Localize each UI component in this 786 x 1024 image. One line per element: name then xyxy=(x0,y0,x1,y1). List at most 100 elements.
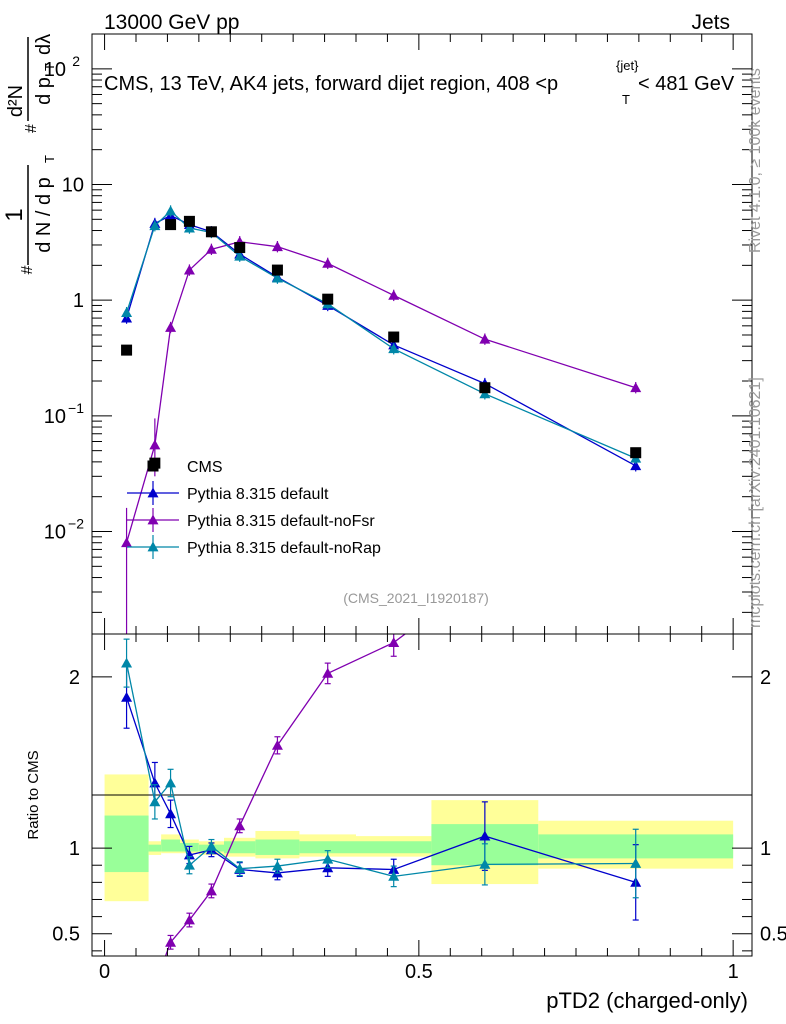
svg-text:#: # xyxy=(23,124,40,133)
y-tick-label: 10 xyxy=(44,59,66,81)
ratio-y-tick-label-right: 2 xyxy=(760,667,771,689)
series-cms-point xyxy=(121,344,133,356)
series-pythia-norap-ratio-point xyxy=(149,796,161,807)
ratio-y-tick-label: 0.5 xyxy=(52,924,80,946)
series-pythia-norap-ratio xyxy=(121,638,642,899)
series-cms-point xyxy=(322,293,334,305)
series-pythia-norap-ratio-point xyxy=(322,853,334,864)
plot-title: CMS, 13 TeV, AK4 jets, forward dijet reg… xyxy=(104,73,558,95)
y-tick-label: 10 xyxy=(62,174,84,196)
main-y-axis-label: # 1 d N / d p T # d²N d p T dλ xyxy=(1,34,57,275)
legend-label: Pythia 8.315 default-noFsr xyxy=(187,513,375,530)
series-cms-point xyxy=(234,242,246,254)
series-pythia-nofsr-point xyxy=(322,257,334,268)
ratio-plot-panel: 0 0.5 1 0.5 0.5 1 1 2 2 xyxy=(52,633,786,1020)
series-pythia-norap-point xyxy=(121,307,133,318)
legend-entry: Pythia 8.315 default-noRap xyxy=(127,535,381,559)
uncertainty-band-inner xyxy=(161,839,180,852)
x-tick-label: 0.5 xyxy=(405,961,433,983)
energy-label: 13000 GeV pp xyxy=(104,11,239,34)
series-pythia-norap-point xyxy=(234,250,246,261)
y-tick-label-exponent: −2 xyxy=(68,516,84,532)
series-pythia-norap-point xyxy=(165,205,177,216)
series-cms-point xyxy=(630,447,642,459)
legend-label: Pythia 8.315 default xyxy=(187,486,329,503)
svg-text:T: T xyxy=(42,155,57,163)
series-pythia-default-ratio-point xyxy=(165,808,177,819)
series-pythia-nofsr-point xyxy=(388,289,400,300)
series-pythia-nofsr-ratio-point xyxy=(322,667,334,678)
plot-title-main: CMS, 13 TeV, AK4 jets, forward dijet reg… xyxy=(104,73,558,95)
series-pythia-norap xyxy=(121,205,642,464)
legend-label: CMS xyxy=(187,459,223,476)
svg-text:d N / d p: d N / d p xyxy=(33,177,55,253)
series-pythia-nofsr-point xyxy=(183,264,195,275)
series-pythia-norap-point xyxy=(388,343,400,354)
x-tick-label: 1 xyxy=(728,961,739,983)
y-tick-label-exponent: −1 xyxy=(68,400,84,416)
series-cms-point xyxy=(183,215,195,227)
ratio-y-axis-label: Ratio to CMS xyxy=(25,750,42,839)
series-cms xyxy=(121,215,642,469)
plot-title-sub: T xyxy=(622,92,630,107)
y-tick-label-exponent: 2 xyxy=(72,53,80,69)
series-pythia-default-ratio-point xyxy=(479,830,491,841)
category-label: Jets xyxy=(691,11,730,34)
uncertainty-band-inner xyxy=(255,839,300,855)
y-tick-label: 1 xyxy=(73,290,84,312)
series-pythia-norap-ratio-point xyxy=(234,863,246,874)
series-pythia-nofsr-point xyxy=(165,322,177,332)
series-pythia-norap-ratio-point xyxy=(205,840,217,851)
analysis-label: (CMS_2021_I1920187) xyxy=(343,590,489,606)
x-axis-label: pTD2 (charged-only) xyxy=(546,988,748,1013)
series-pythia-norap-point xyxy=(149,220,161,231)
series-pythia-nofsr-ratio-point xyxy=(388,637,400,647)
svg-text:d p: d p xyxy=(33,77,55,105)
svg-text:# 1: # 1 xyxy=(1,208,37,274)
mcplots-label: mcplots.cern.ch [arXiv:2401.10621] xyxy=(747,377,764,628)
series-pythia-default-point xyxy=(630,460,642,471)
series-cms-point xyxy=(479,382,491,394)
legend-marker xyxy=(147,541,159,552)
legend-entry: CMS xyxy=(147,459,223,476)
series-cms-point xyxy=(271,264,283,276)
ratio-plot-frame xyxy=(91,633,753,957)
uncertainty-band-inner xyxy=(356,841,432,854)
series-pythia-norap-point xyxy=(183,222,195,233)
legend-marker xyxy=(147,487,159,498)
legend: CMS Pythia 8.315 default Pythia 8.315 defa… xyxy=(127,459,381,559)
ratio-y-tick-label-right: 1 xyxy=(760,838,771,860)
plot-title-sup: {jet} xyxy=(616,58,639,73)
series-pythia-norap-ratio-point xyxy=(271,860,283,871)
series-pythia-nofsr-ratio-point xyxy=(165,936,177,947)
uncertainty-band-inner xyxy=(299,841,356,854)
series-pythia-nofsr-ratio-point xyxy=(183,914,195,925)
legend-entry: Pythia 8.315 default xyxy=(127,481,329,505)
y-tick-label: 10 xyxy=(44,522,66,544)
series-pythia-nofsr-ratio-point xyxy=(205,885,217,896)
series-pythia-nofsr-ratio xyxy=(121,634,407,1020)
series-pythia-norap-ratio-point xyxy=(165,777,177,788)
ratio-y-tick-label: 2 xyxy=(69,667,80,689)
series-pythia-nofsr-ratio-point xyxy=(121,1010,132,1020)
rivet-label: Rivet 4.1.0, ≥ 100k events xyxy=(747,68,764,253)
plot-title-end: < 481 GeV xyxy=(638,73,735,95)
legend-marker xyxy=(147,514,159,525)
x-tick-label: 0 xyxy=(99,961,110,983)
uncertainty-band-inner xyxy=(148,844,162,852)
series-pythia-nofsr-ratio-point xyxy=(271,739,283,750)
series-cms-point xyxy=(388,331,400,343)
series-pythia-nofsr-point xyxy=(205,243,217,254)
y-tick-label: 10 xyxy=(44,406,66,428)
series-pythia-norap-point xyxy=(271,272,283,283)
ratio-y-tick-label-right: 0.5 xyxy=(760,924,786,946)
series-pythia-default-ratio xyxy=(121,665,642,921)
series-cms-point xyxy=(205,226,217,238)
series-pythia-norap-ratio-point xyxy=(388,870,400,881)
series-pythia-norap-line xyxy=(125,210,636,459)
series-pythia-norap-ratio-point xyxy=(121,657,133,668)
legend-label: Pythia 8.315 default-noRap xyxy=(187,540,381,557)
series-pythia-nofsr-point xyxy=(271,241,283,252)
